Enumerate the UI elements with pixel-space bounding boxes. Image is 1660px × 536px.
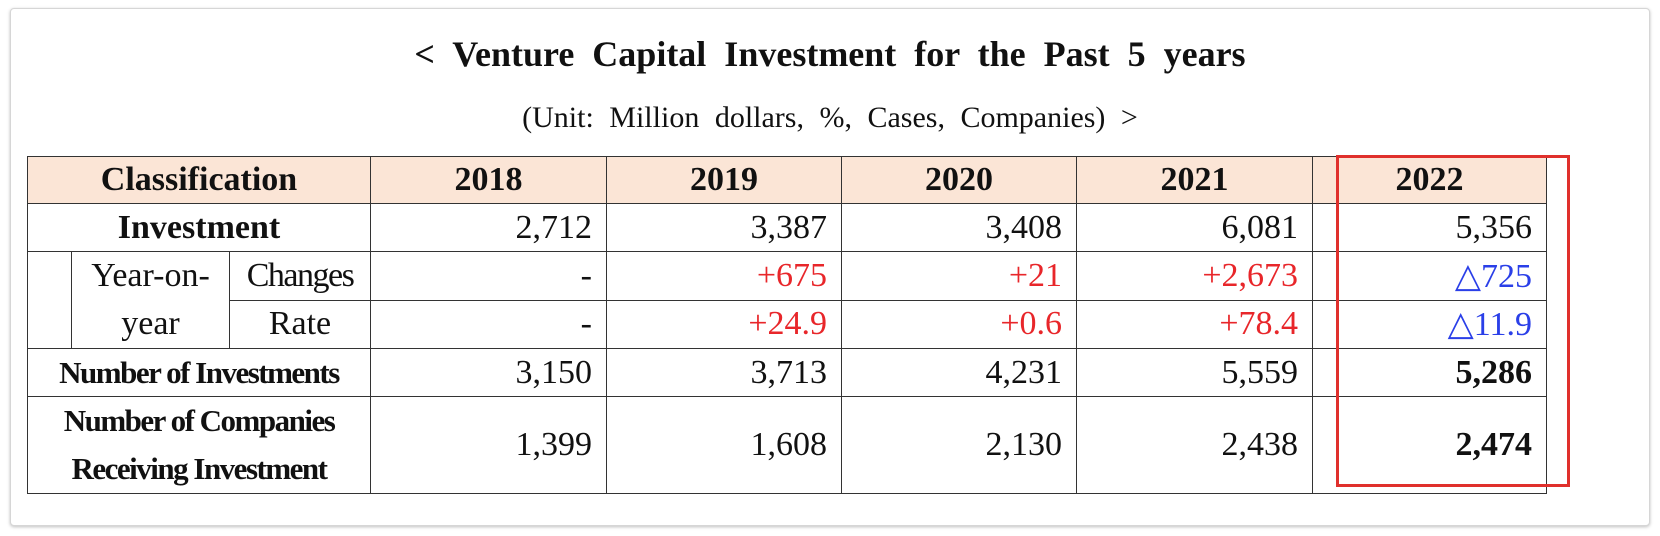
row-label-num-companies: Number of Companies Receiving Investment (27, 396, 371, 494)
cell-value-decrease: △11.9 (1312, 299, 1547, 349)
cell-value-increase: +0.6 (841, 299, 1077, 349)
row-num-investments: Number of Investments 3,150 3,713 4,231 … (27, 348, 1547, 397)
row-label-year-on-year: Year-on- year (71, 251, 230, 349)
row-label-changes: Changes (229, 251, 371, 301)
cell-value: 5,356 (1312, 203, 1547, 252)
row-label-num-investments: Number of Investments (27, 348, 371, 397)
cell-value-increase: +78.4 (1076, 299, 1313, 349)
header-year: 2018 (370, 156, 607, 204)
header-year: 2021 (1076, 156, 1313, 204)
companies-label-line1: Number of Companies (63, 403, 336, 438)
cell-value: 2,712 (370, 203, 607, 252)
row-label-investment: Investment (27, 203, 371, 252)
cell-value-highlight: 2,474 (1312, 396, 1547, 494)
cell-value: 6,081 (1076, 203, 1313, 252)
cell-value: - (370, 251, 607, 301)
table-card: < Venture Capital Investment for the Pas… (10, 8, 1650, 526)
cell-value: 3,387 (606, 203, 842, 252)
investment-table: Classification 2018 2019 2020 2021 2022 … (27, 156, 1547, 494)
header-year: 2020 (841, 156, 1077, 204)
row-label-rate: Rate (229, 299, 371, 349)
header-classification: Classification (27, 156, 371, 204)
cell-value-decrease: △725 (1312, 251, 1547, 301)
cell-value: 1,608 (606, 396, 842, 494)
yoy-label-line1: Year-on- (91, 257, 210, 294)
cell-value: 2,438 (1076, 396, 1313, 494)
row-num-companies: Number of Companies Receiving Investment… (27, 396, 1547, 494)
cell-value: 2,130 (841, 396, 1077, 494)
header-year: 2019 (606, 156, 842, 204)
table-subtitle: (Unit: Million dollars, %, Cases, Compan… (522, 101, 1138, 134)
cell-value-increase: +2,673 (1076, 251, 1313, 301)
table-title: < Venture Capital Investment for the Pas… (414, 34, 1246, 74)
cell-value: 4,231 (841, 348, 1077, 397)
cell-value: 3,150 (370, 348, 607, 397)
cell-value: 5,559 (1076, 348, 1313, 397)
cell-value: 3,408 (841, 203, 1077, 252)
cell-value-increase: +21 (841, 251, 1077, 301)
cell-value: 3,713 (606, 348, 842, 397)
row-yoy-rate: Rate - +24.9 +0.6 +78.4 △11.9 (28, 299, 1547, 349)
header-row: Classification 2018 2019 2020 2021 2022 (27, 156, 1547, 204)
header-year: 2022 (1312, 156, 1547, 204)
cell-value-increase: +24.9 (606, 299, 842, 349)
row-investment: Investment 2,712 3,387 3,408 6,081 5,356 (27, 203, 1547, 252)
yoy-label-line2: year (121, 305, 180, 342)
companies-label-line2: Receiving Investment (71, 451, 328, 486)
cell-value: - (370, 299, 607, 349)
indent-spacer (27, 251, 72, 349)
cell-value-increase: +675 (606, 251, 842, 301)
row-yoy-changes: Year-on- year Changes - +675 +21 +2,673 … (27, 251, 1547, 349)
cell-value: 1,399 (370, 396, 607, 494)
cell-value-highlight: 5,286 (1312, 348, 1547, 397)
